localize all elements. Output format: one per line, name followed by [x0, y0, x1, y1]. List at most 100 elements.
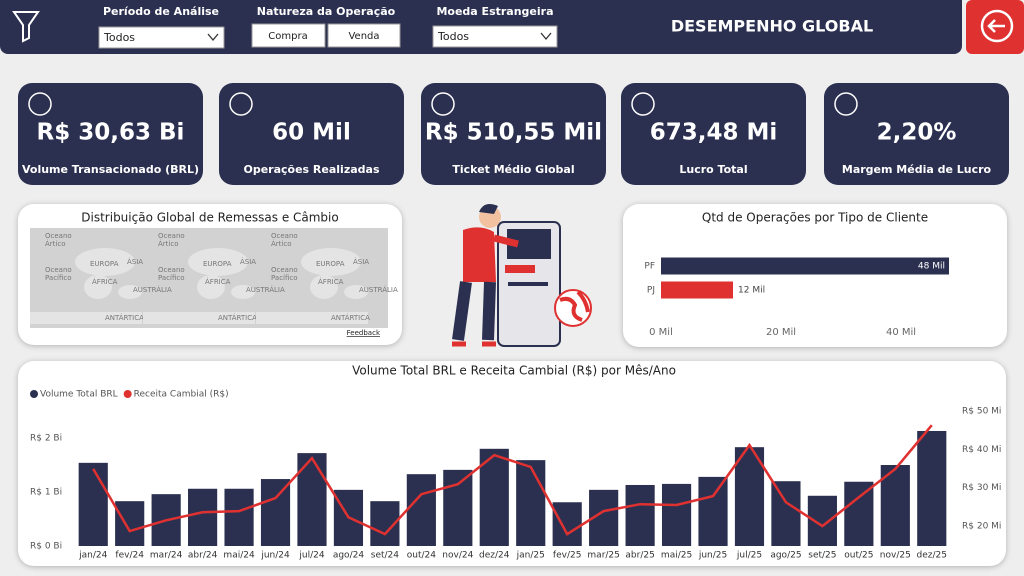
hbar-card: [623, 204, 1007, 347]
kpi-icon: [28, 92, 52, 116]
x-tick-label: fev/25: [553, 551, 582, 561]
x-tick-label: abr/25: [625, 551, 654, 561]
bar: [917, 430, 947, 546]
back-icon[interactable]: [980, 9, 1014, 43]
map-label: ÁSIA: [127, 257, 143, 266]
map-label: AUSTRÁLIA: [246, 285, 285, 294]
map-label: ANTÁRTICA: [218, 313, 257, 322]
filter-label: Natureza da Operação: [257, 5, 396, 18]
x-tick-label: ago/25: [770, 551, 801, 561]
bar: [516, 460, 546, 546]
x-tick-label: out/24: [407, 551, 436, 561]
filter-icon[interactable]: [12, 11, 40, 43]
kpi-icon: [431, 92, 455, 116]
map-label: Oceano: [158, 232, 185, 240]
x-tick-label: 0 Mil: [649, 327, 673, 338]
y2-tick-label: R$ 30 Mi: [962, 483, 1001, 493]
currency-dropdown[interactable]: [432, 25, 558, 48]
map-label: ÁFRICA: [92, 277, 118, 286]
y2-tick-label: R$ 20 Mi: [962, 522, 1001, 532]
chart-title: Qtd de Operações por Tipo de Cliente: [702, 211, 928, 225]
kpi-value: 60 Mil: [272, 120, 351, 146]
bar: [734, 447, 765, 546]
y-tick-label: R$ 2 Bi: [30, 434, 62, 444]
kpi-value: 673,48 Mi: [650, 120, 778, 146]
bar: [880, 465, 910, 546]
map-label: ÁSIA: [240, 257, 256, 266]
land: [310, 275, 338, 299]
period-dropdown[interactable]: [98, 26, 225, 49]
map-label: Oceano: [271, 232, 298, 240]
map-title: Distribuição Global de Remessas e Câmbio: [81, 211, 338, 225]
bar: [188, 488, 218, 546]
map-label: Oceano: [158, 266, 185, 274]
x-tick-label: mar/24: [150, 551, 183, 561]
bar: [297, 453, 327, 546]
bar: [552, 502, 582, 546]
kpi-card: [421, 83, 606, 185]
x-tick-label: set/25: [808, 551, 836, 561]
y-tick-label: R$ 1 Bi: [30, 488, 62, 498]
x-tick-label: jan/24: [78, 551, 107, 561]
land: [256, 312, 368, 324]
page-title: DESEMPENHO GLOBAL: [671, 17, 873, 36]
dropdown-value: Todos: [103, 31, 135, 44]
map-label: Oceano: [271, 266, 298, 274]
dropdown-arrow: [540, 32, 552, 41]
legend-label: Volume Total BRL: [40, 390, 118, 400]
filter-label: Período de Análise: [103, 5, 219, 18]
x-tick-label: mar/25: [587, 551, 619, 561]
land: [118, 285, 142, 299]
combo-chart: Volume Total BRL e Receita Cambial (R$) …: [30, 364, 1001, 561]
button-label: Venda: [348, 31, 379, 42]
bar: [661, 483, 692, 546]
compra-button[interactable]: [251, 23, 326, 48]
x-tick-label: 40 Mil: [886, 327, 916, 338]
map-label: Ártico: [158, 239, 179, 248]
kpi-value: R$ 510,55 Mil: [425, 120, 602, 146]
x-tick-label: ago/24: [333, 551, 364, 561]
map-label: Ártico: [271, 239, 292, 248]
map-label: Ártico: [45, 239, 66, 248]
x-tick-label: fev/24: [115, 551, 144, 561]
map-label: ÁFRICA: [205, 277, 231, 286]
legend-marker: [30, 390, 38, 398]
bar: [260, 479, 291, 546]
map-label: AUSTRÁLIA: [133, 285, 172, 294]
map-label: Pacífico: [271, 274, 298, 282]
y-tick-label: PJ: [647, 286, 655, 296]
x-tick-label: dez/25: [917, 551, 947, 561]
map-label: Pacífico: [45, 274, 72, 282]
bar: [406, 474, 436, 546]
land: [84, 275, 112, 299]
x-tick-label: jun/25: [698, 551, 727, 561]
x-tick-label: nov/25: [880, 551, 911, 561]
map-label: Oceano: [45, 266, 72, 274]
land: [197, 275, 225, 299]
kpi-card: [18, 83, 203, 185]
x-tick-label: mai/24: [223, 551, 255, 561]
x-tick-label: set/24: [371, 551, 400, 561]
x-tick-label: dez/24: [479, 551, 510, 561]
x-tick-label: jan/25: [516, 551, 545, 561]
land: [188, 248, 248, 276]
bar: [771, 481, 801, 546]
y-tick-label: R$ 0 Bi: [30, 542, 62, 552]
land: [344, 285, 368, 299]
land: [75, 248, 135, 276]
bar: [661, 281, 733, 299]
kpi-icon: [834, 92, 858, 116]
button-label: Compra: [268, 31, 307, 42]
map-label: ÁFRICA: [318, 277, 344, 286]
filter-label: Moeda Estrangeira: [436, 5, 553, 18]
y2-tick-label: R$ 40 Mi: [962, 445, 1001, 455]
bar: [443, 469, 473, 546]
map-label: ANTÁRTICA: [331, 313, 370, 322]
feedback-link[interactable]: Feedback: [347, 329, 381, 337]
map-label: Oceano: [45, 232, 72, 240]
x-tick-label: 20 Mil: [766, 327, 796, 338]
venda-button[interactable]: [327, 23, 401, 48]
land: [143, 312, 255, 324]
y-tick-label: PF: [644, 262, 655, 272]
